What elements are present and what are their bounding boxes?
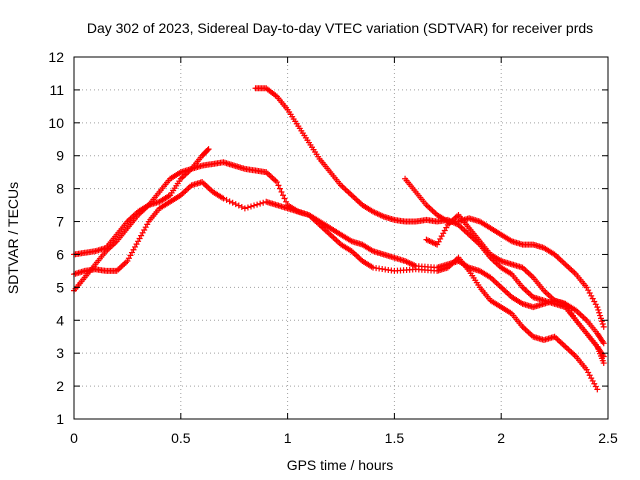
data-point-interp — [232, 201, 239, 208]
y-tick-label: 8 — [56, 181, 64, 197]
data-point — [594, 304, 601, 311]
series-track-e — [402, 175, 607, 330]
y-tick-label: 3 — [56, 345, 64, 361]
data-point — [600, 353, 607, 360]
data-point-interp — [244, 204, 251, 211]
y-tick-label: 10 — [48, 115, 64, 131]
y-tick-label: 1 — [56, 411, 64, 427]
data-point-interp — [276, 185, 283, 192]
data-point-interp — [599, 321, 606, 328]
data-point — [600, 360, 607, 367]
plot-frame — [73, 56, 609, 420]
y-tick-label: 12 — [48, 49, 64, 65]
data-point-interp — [596, 309, 603, 316]
x-tick-label: 2.5 — [598, 430, 618, 446]
x-tick-label: 2 — [497, 430, 505, 446]
series-track-f — [423, 211, 607, 347]
data-point — [600, 323, 607, 330]
data-point — [205, 146, 212, 153]
y-tick-label: 5 — [56, 279, 64, 295]
data-point-interp — [597, 315, 604, 322]
chart-title: Day 302 of 2023, Sidereal Day-to-day VTE… — [87, 20, 593, 36]
data-points — [71, 85, 607, 393]
data-point — [220, 195, 227, 202]
y-tick-label: 11 — [49, 82, 64, 98]
series-track-a — [71, 146, 212, 258]
y-tick-label: 7 — [56, 214, 64, 230]
y-tick-label: 9 — [56, 148, 64, 164]
data-point-interp — [257, 200, 264, 207]
data-point-interp — [251, 202, 258, 209]
x-tick-label: 0 — [70, 430, 78, 446]
data-point-interp — [229, 199, 236, 206]
data-point — [594, 386, 601, 393]
x-tick-label: 1 — [284, 430, 292, 446]
data-point-interp — [283, 198, 290, 205]
y-axis-label: SDTVAR / TECUs — [5, 182, 21, 294]
data-point-interp — [235, 202, 242, 209]
data-point-interp — [281, 195, 288, 202]
data-point-interp — [204, 147, 211, 154]
x-tick-label: 1.5 — [385, 430, 405, 446]
data-point-interp — [598, 318, 605, 325]
data-point — [600, 340, 607, 347]
data-point-interp — [595, 306, 602, 313]
data-point — [241, 205, 248, 212]
data-point-interp — [254, 201, 261, 208]
data-point-interp — [280, 192, 287, 199]
data-point-interp — [275, 182, 282, 189]
y-tick-label: 6 — [56, 246, 64, 262]
y-tick-label: 2 — [56, 378, 64, 394]
data-point-interp — [597, 312, 604, 319]
data-point-interp — [238, 203, 245, 210]
data-point-interp — [278, 188, 285, 195]
data-point — [273, 179, 280, 186]
x-tick-label: 0.5 — [171, 430, 191, 446]
y-tick-label: 4 — [56, 312, 64, 328]
data-point-interp — [247, 203, 254, 210]
data-point-interp — [223, 196, 230, 203]
data-point-interp — [226, 198, 233, 205]
x-axis-label: GPS time / hours — [287, 457, 394, 473]
